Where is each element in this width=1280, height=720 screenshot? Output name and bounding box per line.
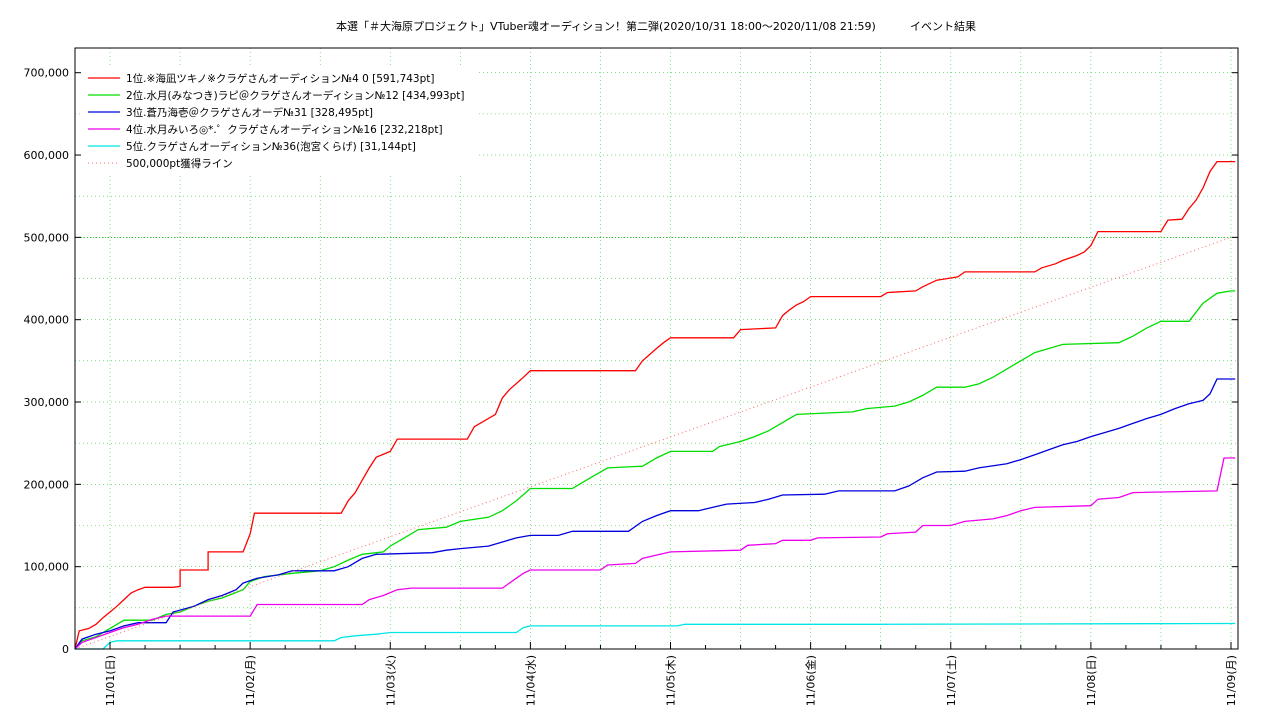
series-line-4 xyxy=(74,457,1236,650)
y-tick-label: 300,000 xyxy=(24,396,70,409)
chart-title: 本選「＃大海原プロジェクト」VTuber魂オーディション！第二弾(2020/10… xyxy=(336,19,876,33)
y-tick-label: 100,000 xyxy=(24,561,70,574)
x-tick-label: 11/07(土) xyxy=(945,655,958,706)
x-tick-label: 11/08(日) xyxy=(1085,655,1098,706)
series-line-1 xyxy=(74,160,1236,650)
legend-label: 3位.蒼乃海壱＠クラゲさんオーデ№31 [328,495pt] xyxy=(126,106,373,119)
series-line-3 xyxy=(74,378,1236,650)
y-tick-label: 500,000 xyxy=(24,231,70,244)
x-tick-label: 11/01(日) xyxy=(104,655,117,706)
y-tick-label: 600,000 xyxy=(24,149,70,162)
legend: 1位.※海凪ツキノ※クラゲさんオーディション№4 0 [591,743pt] 2位… xyxy=(82,66,477,174)
y-tick-label: 700,000 xyxy=(24,67,70,80)
legend-label: 5位.クラゲさんオーディション№36(泡宮くらげ) [31,144pt] xyxy=(126,140,416,153)
y-tick-label: 0 xyxy=(62,643,69,656)
x-tick-label: 11/05(木) xyxy=(665,655,678,706)
x-tick-label: 11/09(月) xyxy=(1225,655,1238,706)
x-tick-label: 11/03(火) xyxy=(384,655,397,706)
legend-label: 500,000pt獲得ライン xyxy=(126,157,233,170)
series-lines xyxy=(74,160,1236,650)
y-tick-label: 400,000 xyxy=(24,314,70,327)
legend-background xyxy=(82,66,477,174)
legend-label: 1位.※海凪ツキノ※クラゲさんオーディション№4 0 [591,743pt] xyxy=(126,72,435,85)
x-tick-label: 11/06(金) xyxy=(804,655,818,706)
plot-frame xyxy=(74,47,1239,650)
axis-ticks: 0 100,000 200,000 300,000 400,000 500,000 600,… xyxy=(24,67,1238,706)
series-line-6 xyxy=(74,236,1232,650)
legend-label: 4位.水月みいろ◎*.゜クラゲさんオーディション№16 [232,218pt] xyxy=(126,123,443,136)
legend-label: 2位.水月(みなつき)ラピ＠クラゲさんオーディション№12 [434,993pt… xyxy=(126,89,465,102)
y-tick-label: 200,000 xyxy=(24,478,70,491)
series-line-5 xyxy=(75,622,1236,650)
x-tick-label: 11/04(水) xyxy=(524,655,537,706)
x-tick-label: 11/02(月) xyxy=(244,655,257,706)
chart-subtitle: イベント結果 xyxy=(910,19,976,33)
series-line-2 xyxy=(74,290,1236,650)
